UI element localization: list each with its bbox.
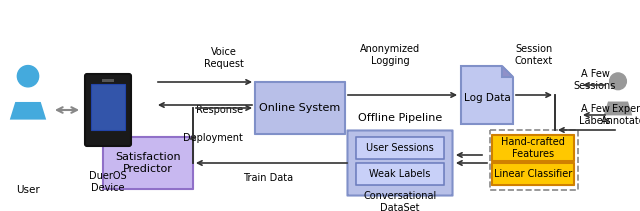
Circle shape (610, 73, 627, 90)
Text: Online System: Online System (259, 103, 340, 113)
FancyBboxPatch shape (348, 130, 452, 196)
Bar (102, 79, 114, 82)
Polygon shape (502, 66, 513, 77)
FancyBboxPatch shape (85, 74, 131, 146)
Text: Voice
Request: Voice Request (204, 47, 244, 69)
Text: DuerOS
Device: DuerOS Device (89, 171, 127, 193)
Text: Session
Context: Session Context (515, 44, 553, 66)
Text: Weak Labels: Weak Labels (369, 169, 431, 179)
Text: Train Data: Train Data (243, 173, 293, 183)
Text: Expert
Annotators: Expert Annotators (601, 104, 640, 126)
Text: A Few
Labels: A Few Labels (579, 104, 611, 126)
Bar (490, 130, 578, 190)
Text: Linear Classifier: Linear Classifier (494, 169, 572, 179)
FancyBboxPatch shape (91, 84, 125, 130)
Text: Response: Response (196, 105, 244, 115)
Text: Deployment: Deployment (183, 133, 243, 143)
FancyBboxPatch shape (103, 137, 193, 189)
Text: User Sessions: User Sessions (366, 143, 434, 153)
Polygon shape (604, 101, 632, 115)
Text: User: User (16, 185, 40, 195)
Text: Conversational
DataSet: Conversational DataSet (364, 191, 436, 211)
FancyBboxPatch shape (492, 163, 574, 185)
FancyBboxPatch shape (356, 163, 444, 185)
Text: Log Data: Log Data (463, 93, 510, 103)
Polygon shape (10, 102, 46, 120)
Text: A Few
Sessions: A Few Sessions (574, 69, 616, 91)
FancyBboxPatch shape (356, 137, 444, 159)
Text: Anonymized
Logging: Anonymized Logging (360, 44, 420, 66)
Circle shape (17, 66, 38, 87)
Text: Satisfaction
Predictor: Satisfaction Predictor (115, 152, 181, 174)
Polygon shape (461, 66, 513, 124)
FancyBboxPatch shape (255, 82, 345, 134)
Text: Hand-crafted
Features: Hand-crafted Features (501, 137, 565, 159)
Text: Offline Pipeline: Offline Pipeline (358, 113, 442, 123)
FancyBboxPatch shape (492, 135, 574, 161)
